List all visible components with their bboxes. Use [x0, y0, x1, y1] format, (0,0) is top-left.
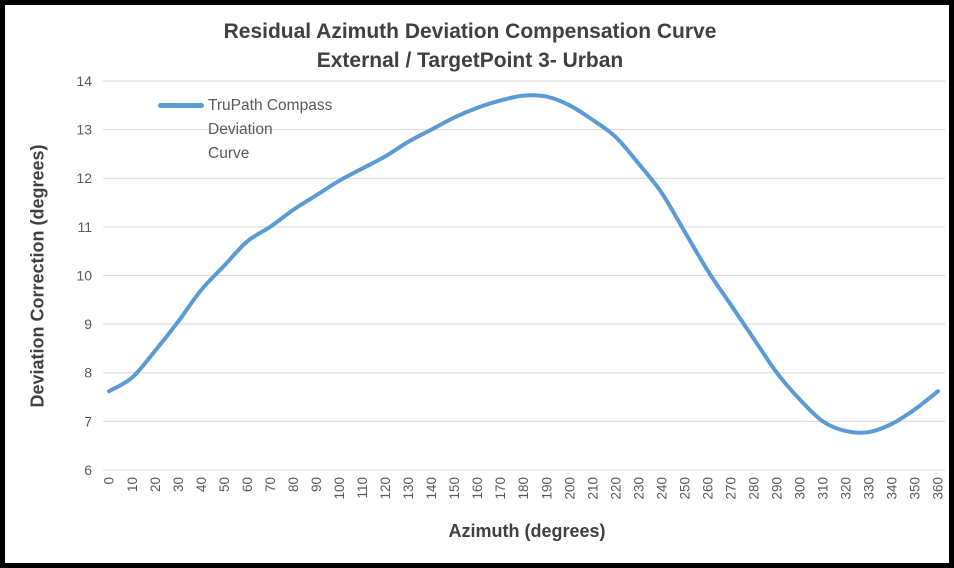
y-axis-title: Deviation Correction (degrees) — [27, 144, 48, 408]
x-tick-label-30: 30 — [171, 477, 186, 492]
x-tick-label-140: 140 — [424, 477, 439, 500]
x-tick-label-60: 60 — [240, 477, 255, 492]
x-tick-label-310: 310 — [816, 477, 831, 500]
x-tick-label-220: 220 — [608, 477, 623, 500]
chart-title-line2: External / TargetPoint 3- Urban — [316, 49, 624, 72]
x-tick-label-270: 270 — [723, 477, 738, 500]
x-tick-label-230: 230 — [631, 477, 646, 500]
x-tick-label-350: 350 — [908, 477, 923, 500]
legend-label-line1: TruPath Compass — [208, 97, 333, 114]
x-tick-label-50: 50 — [217, 477, 232, 492]
x-tick-label-290: 290 — [770, 477, 785, 500]
x-tick-label-170: 170 — [493, 477, 508, 500]
x-tick-label-40: 40 — [194, 477, 209, 492]
x-tick-label-300: 300 — [793, 477, 808, 500]
legend: TruPath Compass Deviation Curve — [158, 94, 332, 166]
x-tick-label-20: 20 — [148, 477, 163, 492]
x-tick-label-110: 110 — [355, 477, 370, 499]
legend-label: TruPath Compass Deviation Curve — [208, 94, 332, 166]
chart-title-line1: Residual Azimuth Deviation Compensation … — [223, 20, 717, 43]
y-tick-label-12: 12 — [76, 170, 92, 186]
x-tick-label-260: 260 — [700, 477, 715, 500]
x-tick-label-130: 130 — [401, 477, 416, 500]
legend-label-line3: Curve — [208, 145, 250, 162]
chart-title: Residual Azimuth Deviation Compensation … — [0, 17, 940, 75]
x-tick-label-150: 150 — [447, 477, 462, 500]
x-tick-label-80: 80 — [286, 477, 301, 492]
x-tick-label-180: 180 — [516, 477, 531, 500]
x-tick-label-210: 210 — [585, 477, 600, 500]
y-tick-label-9: 9 — [84, 316, 92, 332]
y-tick-label-6: 6 — [84, 462, 92, 478]
x-tick-label-100: 100 — [332, 477, 347, 500]
x-axis-title: Azimuth (degrees) — [448, 521, 606, 541]
y-tick-label-11: 11 — [77, 219, 92, 235]
x-tick-label-10: 10 — [125, 477, 140, 492]
x-tick-label-120: 120 — [378, 477, 393, 500]
x-tick-label-90: 90 — [309, 477, 324, 492]
x-tick-label-0: 0 — [102, 477, 117, 485]
x-tick-label-320: 320 — [839, 477, 854, 500]
legend-line-swatch — [158, 103, 204, 108]
x-tick-label-360: 360 — [931, 477, 946, 500]
x-tick-label-70: 70 — [263, 477, 278, 492]
y-tick-label-7: 7 — [84, 413, 92, 429]
x-tick-label-200: 200 — [562, 477, 577, 500]
y-tick-label-14: 14 — [76, 73, 92, 89]
x-tick-label-190: 190 — [539, 477, 554, 500]
y-tick-label-10: 10 — [76, 267, 92, 283]
series-curve — [107, 93, 940, 435]
y-tick-label-13: 13 — [76, 122, 92, 138]
x-tick-label-280: 280 — [747, 477, 762, 500]
x-tick-label-240: 240 — [654, 477, 669, 500]
x-tick-label-340: 340 — [885, 477, 900, 500]
x-tick-label-160: 160 — [470, 477, 485, 500]
y-tick-label-8: 8 — [84, 365, 92, 381]
legend-label-line2: Deviation — [208, 121, 273, 138]
x-tick-label-250: 250 — [677, 477, 692, 500]
x-tick-label-330: 330 — [862, 477, 877, 500]
